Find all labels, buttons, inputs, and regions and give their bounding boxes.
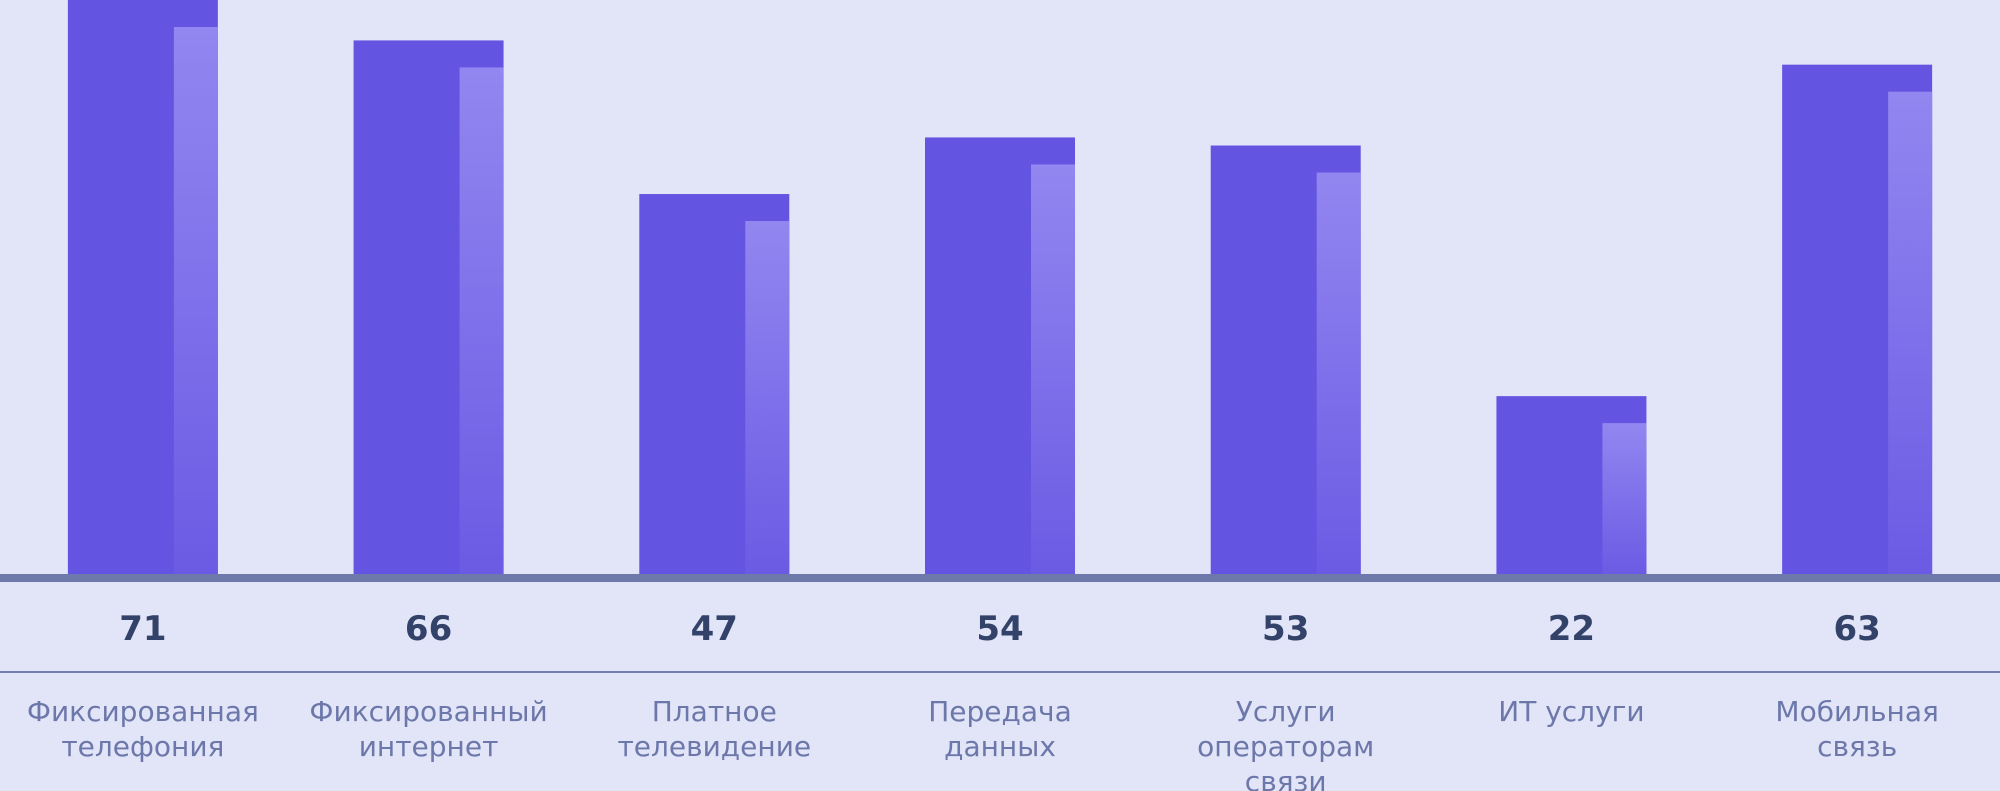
category-labels: Фиксированная телефония Фиксированный интер… <box>27 695 1939 791</box>
category-label-line: Мобильная <box>1775 695 1938 728</box>
value-label: 22 <box>1548 609 1595 649</box>
bar-highlight <box>173 27 218 574</box>
value-labels: 71 66 47 54 53 22 63 <box>119 609 1881 649</box>
category-label-line: связи <box>1245 765 1327 791</box>
category-label-line: операторам <box>1197 730 1374 763</box>
category-label: Платное телевидение <box>617 695 811 763</box>
value-label: 53 <box>1262 609 1309 649</box>
bars-layer <box>67 0 1933 575</box>
category-label-line: ИТ услуги <box>1498 695 1644 728</box>
category-label: Фиксированный интернет <box>309 695 547 763</box>
value-label: 63 <box>1833 609 1880 649</box>
value-label: 66 <box>405 609 452 649</box>
category-label: Передача данных <box>928 695 1072 763</box>
category-label-line: связь <box>1817 730 1897 763</box>
category-label: Услуги операторам связи <box>1197 695 1374 791</box>
value-label: 47 <box>691 609 738 649</box>
bar-highlight <box>459 67 504 574</box>
value-label: 54 <box>976 609 1023 649</box>
bar-highlight <box>1031 164 1075 574</box>
chart-baseline <box>0 574 2000 582</box>
bar-highlight <box>1602 423 1647 574</box>
category-label: Фиксированная телефония <box>27 695 259 763</box>
category-label-line: Платное <box>652 695 777 728</box>
category-label-line: данных <box>944 730 1056 763</box>
bar-highlight <box>745 221 790 574</box>
category-label: Мобильная связь <box>1775 695 1938 763</box>
category-label-line: Фиксированный <box>309 695 547 728</box>
category-label-line: телевидение <box>617 730 811 763</box>
bar-highlight <box>1888 91 1933 574</box>
category-label-line: телефония <box>61 730 224 763</box>
category-label-line: интернет <box>359 730 499 763</box>
bar-highlight <box>1316 172 1361 575</box>
category-label: ИТ услуги <box>1498 695 1644 728</box>
category-label-line: Услуги <box>1236 695 1336 728</box>
category-label-line: Передача <box>928 695 1072 728</box>
category-label-line: Фиксированная <box>27 695 259 728</box>
value-label: 71 <box>119 609 166 649</box>
